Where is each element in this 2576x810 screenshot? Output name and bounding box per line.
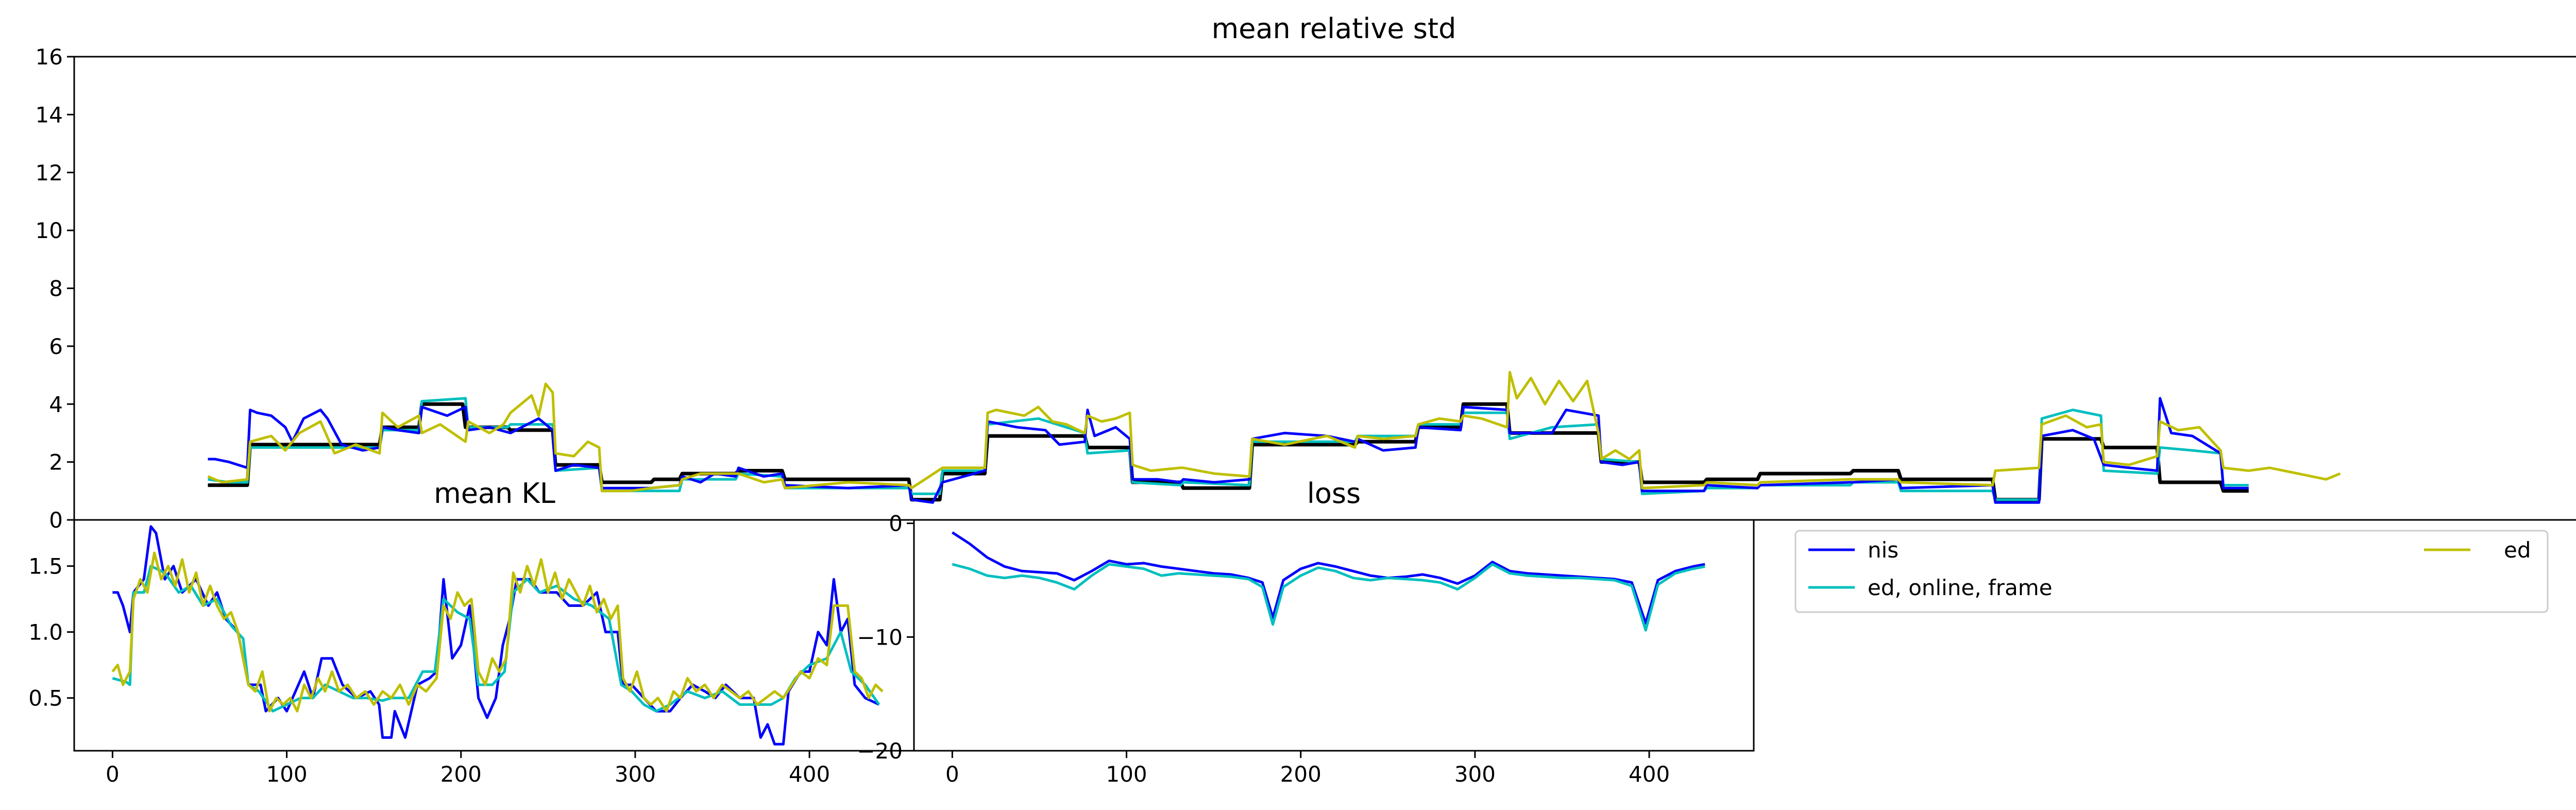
- legend: nis ed, online, frame ed: [1794, 530, 2549, 613]
- chart-loss: 0 −10 −20 0 100 200 300 400 loss: [857, 477, 1755, 787]
- y-tick-label: 8: [49, 276, 63, 301]
- legend-label-nis: nis: [1868, 537, 1899, 563]
- y-tick-label: 6: [49, 334, 63, 359]
- y-tick-label: −10: [857, 625, 903, 650]
- y-tick-label: 2: [49, 450, 63, 475]
- x-axis-kl: 0 100 200 300 400: [106, 751, 830, 787]
- axes-frame-kl: [73, 519, 915, 752]
- x-tick-label: 400: [1629, 762, 1670, 787]
- y-tick-label: 10: [36, 218, 63, 243]
- x-tick-label: 200: [440, 762, 482, 787]
- x-tick-label: 400: [789, 762, 830, 787]
- y-axis-main: 0 2 4 6 8 10 12 14 16: [36, 44, 74, 533]
- legend-label-ed-online-frame: ed, online, frame: [1868, 575, 2053, 600]
- series-group-main: [207, 370, 2341, 504]
- y-tick-label: 16: [36, 44, 63, 70]
- y-tick-label: 1.5: [28, 554, 63, 579]
- y-tick-label: 0.5: [28, 686, 63, 711]
- axes-frame-loss: [913, 519, 1755, 752]
- x-tick-label: 300: [1454, 762, 1496, 787]
- legend-item-nis: nis: [1808, 537, 1899, 563]
- y-tick-label: 12: [36, 160, 63, 185]
- series-line-nis-1: [112, 525, 880, 746]
- y-axis-kl: 0.5 1.0 1.5: [28, 554, 74, 711]
- y-tick-label: 4: [49, 392, 63, 417]
- legend-label-ed: ed: [2504, 537, 2531, 563]
- chart-title-mean-kl: mean KL: [434, 477, 555, 510]
- y-axis-loss: 0 −10 −20: [857, 511, 914, 764]
- y-tick-label: 14: [36, 102, 63, 127]
- series-line-ed-0: [207, 370, 2341, 493]
- y-tick-label: −20: [857, 738, 903, 764]
- x-tick-label: 200: [1280, 762, 1321, 787]
- x-tick-label: 0: [106, 762, 120, 787]
- y-tick-label: 0: [889, 511, 903, 536]
- chart-title-loss: loss: [1307, 477, 1361, 510]
- x-tick-label: 300: [615, 762, 656, 787]
- y-tick-label: 1.0: [28, 620, 63, 645]
- legend-item-ed: ed: [2424, 537, 2531, 563]
- chart-mean-relative-std: mean relative std 0 2 4 6 8 10 12 14 16: [36, 12, 2576, 533]
- series-group-loss: [952, 531, 1705, 632]
- chart-mean-kl: 0.5 1.0 1.5 0 100 200 300 400 mean KL: [28, 477, 915, 787]
- x-tick-label: 100: [1106, 762, 1147, 787]
- series-line-ed_online_frame-2: [952, 563, 1705, 632]
- legend-frame: [1794, 530, 2549, 613]
- legend-item-ed-online-frame: ed, online, frame: [1808, 575, 2053, 600]
- x-tick-label: 100: [266, 762, 307, 787]
- series-group-kl: [111, 525, 884, 746]
- y-tick-label: 0: [49, 508, 63, 533]
- x-tick-label: 0: [945, 762, 959, 787]
- chart-title-mean-relative-std: mean relative std: [1212, 12, 1456, 45]
- x-axis-loss: 0 100 200 300 400: [945, 751, 1670, 787]
- series-line-ed-1: [111, 551, 884, 713]
